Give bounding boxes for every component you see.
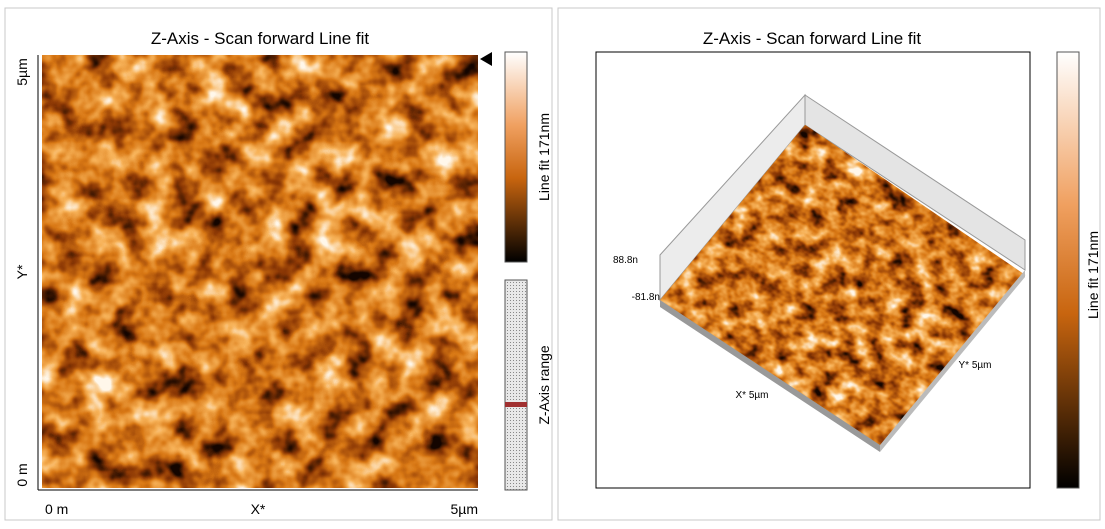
z-bottom: -81.8n bbox=[632, 292, 660, 303]
colorbar-3d-label: Line fit 171nm bbox=[1085, 231, 1101, 319]
page: Z-Axis - Scan forward Line fit 5µm Y* 0 … bbox=[0, 0, 1105, 529]
y-axis-label: Y* 5µm bbox=[959, 360, 992, 371]
x-axis-label: X* 5µm bbox=[736, 390, 769, 401]
x-label-mid: X* bbox=[251, 501, 266, 517]
afm-image bbox=[42, 55, 478, 488]
range-label: Z-Axis range bbox=[536, 345, 552, 425]
range-bar[interactable] bbox=[505, 280, 527, 490]
colorbar-label: Line fit 171nm bbox=[536, 113, 552, 201]
y-label-top: 5µm bbox=[14, 58, 30, 86]
colorbar bbox=[505, 52, 527, 262]
x-label-right: 5µm bbox=[450, 501, 478, 517]
z-top: 88.8n bbox=[613, 255, 638, 266]
colorbar-3d bbox=[1057, 52, 1079, 488]
left-title: Z-Axis - Scan forward Line fit bbox=[151, 29, 370, 48]
screen: Z-Axis - Scan forward Line fit 5µm Y* 0 … bbox=[0, 0, 1105, 524]
y-label-bottom: 0 m bbox=[14, 463, 30, 486]
y-label-mid: Y* bbox=[14, 264, 30, 279]
x-label-left: 0 m bbox=[45, 501, 68, 517]
right-title: Z-Axis - Scan forward Line fit bbox=[703, 29, 922, 48]
range-handle[interactable] bbox=[505, 402, 527, 407]
